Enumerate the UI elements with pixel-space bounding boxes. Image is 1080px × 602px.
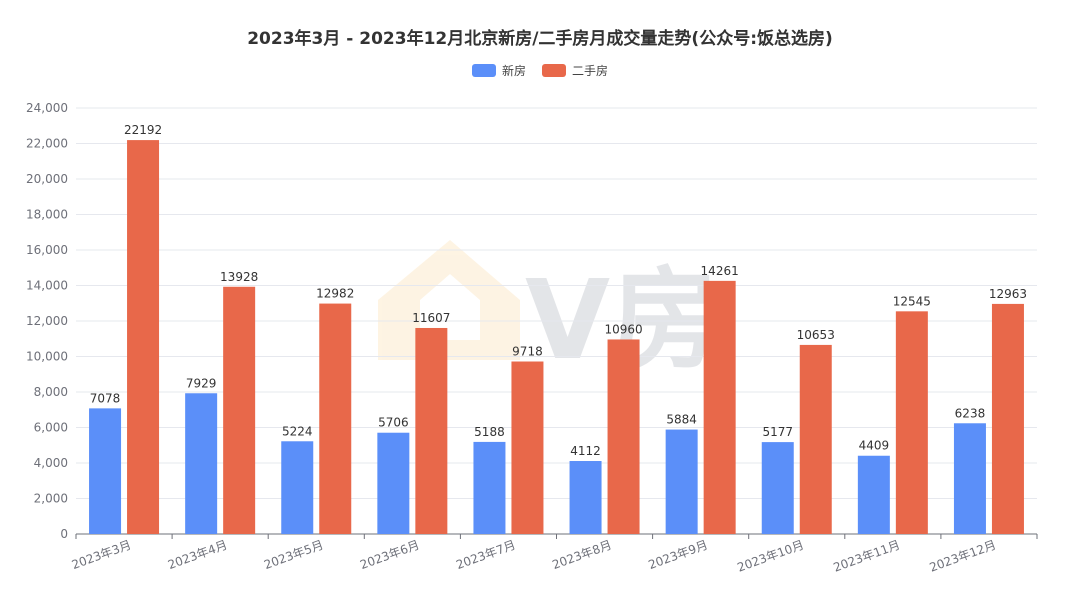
legend-label-resale: 二手房 xyxy=(572,64,609,78)
x-tick-label: 2023年4月 xyxy=(166,538,229,572)
data-label-resale: 22192 xyxy=(124,123,162,137)
data-label-resale: 9718 xyxy=(512,345,543,359)
y-tick-label: 10,000 xyxy=(26,350,68,364)
x-tick-label: 2023年7月 xyxy=(454,538,517,572)
legend-item-new[interactable]: 新房 xyxy=(471,62,526,79)
bar-resale xyxy=(607,339,640,534)
data-label-new: 5177 xyxy=(762,425,793,439)
x-tick-label: 2023年6月 xyxy=(358,538,421,572)
x-tick-label: 2023年8月 xyxy=(550,538,613,572)
bar-new xyxy=(569,461,602,534)
bar-resale xyxy=(127,140,160,535)
data-label-resale: 10653 xyxy=(797,328,835,342)
bar-resale xyxy=(895,311,928,534)
legend-item-resale[interactable]: 二手房 xyxy=(542,62,608,79)
bar-new xyxy=(953,423,986,534)
data-label-new: 7078 xyxy=(90,391,121,405)
y-tick-label: 14,000 xyxy=(26,279,68,293)
bar-resale xyxy=(415,327,448,534)
data-label-resale: 13928 xyxy=(220,270,258,284)
data-label-new: 4112 xyxy=(570,444,601,458)
data-label-resale: 12982 xyxy=(316,287,354,301)
bar-resale xyxy=(799,344,832,534)
y-tick-label: 2,000 xyxy=(34,492,68,506)
data-label-new: 5224 xyxy=(282,424,313,438)
bar-new xyxy=(185,393,218,534)
bar-resale xyxy=(703,280,736,534)
bar-resale xyxy=(511,361,544,534)
bar-new xyxy=(473,441,506,534)
y-tick-label: 18,000 xyxy=(26,208,68,222)
y-tick-label: 6,000 xyxy=(34,421,68,435)
data-label-new: 7929 xyxy=(186,376,217,390)
x-tick-label: 2023年12月 xyxy=(928,538,998,575)
x-tick-label: 2023年10月 xyxy=(735,538,805,575)
bar-resale xyxy=(991,303,1024,534)
y-tick-label: 4,000 xyxy=(34,456,68,470)
data-label-resale: 12545 xyxy=(893,294,931,308)
chart-title: 2023年3月 - 2023年12月北京新房/二手房月成交量走势(公众号:饭总选… xyxy=(247,29,833,49)
data-label-resale: 10960 xyxy=(604,322,642,336)
data-label-new: 6238 xyxy=(955,406,986,420)
data-label-new: 5188 xyxy=(474,425,505,439)
bar-new xyxy=(377,432,410,534)
bar-new xyxy=(857,455,890,534)
bar-new xyxy=(89,408,122,534)
x-tick-label: 2023年5月 xyxy=(262,538,325,572)
y-tick-label: 12,000 xyxy=(26,314,68,328)
x-tick-label: 2023年3月 xyxy=(70,538,133,572)
watermark-house-door xyxy=(420,274,480,340)
y-tick-label: 22,000 xyxy=(26,137,68,151)
data-label-resale: 11607 xyxy=(412,311,450,325)
bar-new xyxy=(281,441,314,534)
data-label-new: 4409 xyxy=(859,439,890,453)
bar-new xyxy=(761,442,794,534)
y-tick-label: 20,000 xyxy=(26,172,68,186)
y-tick-label: 8,000 xyxy=(34,385,68,399)
legend-label-new: 新房 xyxy=(501,64,526,78)
y-tick-label: 24,000 xyxy=(26,101,68,115)
y-tick-label: 16,000 xyxy=(26,243,68,257)
y-tick-label: 0 xyxy=(60,527,68,541)
x-tick-label: 2023年11月 xyxy=(831,538,901,575)
bar-new xyxy=(665,429,698,534)
x-tick-label: 2023年9月 xyxy=(646,538,709,572)
legend-swatch-new xyxy=(471,64,496,77)
data-label-resale: 12963 xyxy=(989,287,1027,301)
bar-resale xyxy=(223,286,256,534)
data-label-new: 5706 xyxy=(378,416,409,430)
bar-resale xyxy=(319,303,352,534)
legend: 新房 二手房 xyxy=(0,62,1080,79)
data-label-resale: 14261 xyxy=(701,264,739,278)
legend-swatch-resale xyxy=(542,64,566,77)
data-label-new: 5884 xyxy=(666,413,697,427)
